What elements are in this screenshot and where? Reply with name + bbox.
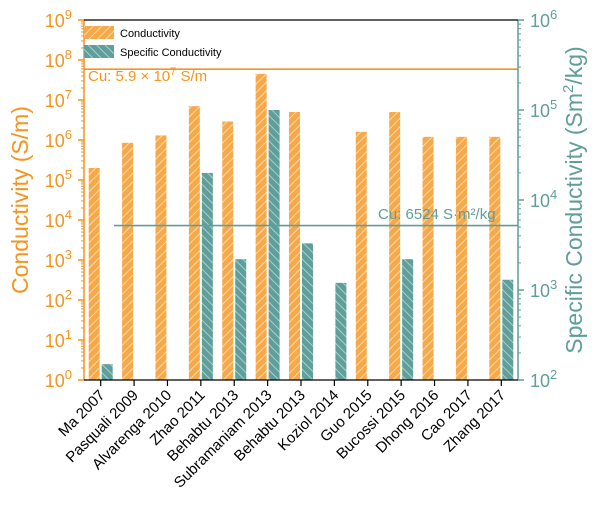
left-tick-label-1: 101 xyxy=(45,327,72,351)
bar-specific-conductivity-bucossi-2015-9 xyxy=(402,259,414,380)
left-tick-label-6: 106 xyxy=(45,127,72,151)
bar-specific-conductivity-behabtu-2013-6 xyxy=(302,243,313,380)
right-tick-label-2: 104 xyxy=(530,187,557,211)
copper-conductivity-label-prefix: Cu: 5.9 × 10 xyxy=(88,68,170,85)
right-tick-label-0: 102 xyxy=(530,367,557,391)
legend-swatch-conductivity xyxy=(84,26,114,39)
legend-label-specific-conductivity: Specific Conductivity xyxy=(120,47,222,59)
left-tick-label-2: 102 xyxy=(45,287,72,311)
bar-conductivity-zhao-2011-extra-0 xyxy=(188,106,200,380)
reference-lines xyxy=(84,68,518,227)
copper-conductivity-label-sup: 7 xyxy=(170,66,176,78)
bar-specific-conductivity-zhao-2011-3 xyxy=(201,172,213,380)
left-tick-label-0: 100 xyxy=(45,367,72,391)
left-tick-label-5: 105 xyxy=(45,167,72,191)
bar-conductivity-subramaniam-2013-5 xyxy=(255,73,267,381)
bar-specific-conductivity-ma-2007-0 xyxy=(101,364,113,380)
left-tick-label-8: 108 xyxy=(45,47,72,71)
bar-conductivity-behabtu-2013-6 xyxy=(289,112,300,380)
copper-conductivity-label: Cu: 5.9 × 107 S/m xyxy=(88,66,207,85)
legend-label-conductivity: Conductivity xyxy=(120,28,180,40)
right-axis-label-main: Specific Conductivity (Sm xyxy=(561,93,587,354)
legend-swatch-specific-conductivity xyxy=(84,45,114,58)
copper-conductivity-label-suffix: S/m xyxy=(176,68,207,85)
bar-conductivity-pasquali-2009-1 xyxy=(122,142,134,380)
bar-conductivity-guo-2015-8 xyxy=(355,131,367,380)
copper-specific-conductivity-label: Cu: 6524 S·m²/kg xyxy=(378,206,496,223)
right-tick-label-1: 103 xyxy=(530,277,557,301)
left-axis-label: Conductivity (S/m) xyxy=(7,106,33,294)
left-tick-label-7: 107 xyxy=(45,87,72,111)
bar-conductivity-zhang-2017-12 xyxy=(489,136,501,380)
right-axis-label-sup: 2 xyxy=(560,85,577,93)
bar-specific-conductivity-zhang-2017-12 xyxy=(502,279,514,380)
bar-specific-conductivity-subramaniam-2013-5 xyxy=(268,110,280,380)
left-tick-label-9: 109 xyxy=(45,7,72,31)
bar-conductivity-alvarenga-2010-2 xyxy=(155,135,167,380)
bar-conductivity-bucossi-2015-9 xyxy=(389,112,401,380)
bars-layer xyxy=(88,73,514,381)
bar-conductivity-dhong-2016-10 xyxy=(422,136,434,380)
left-tick-label-3: 103 xyxy=(45,247,72,271)
right-tick-label-3: 105 xyxy=(530,97,557,121)
right-axis-label-end: /kg) xyxy=(561,46,587,84)
left-tick-label-4: 104 xyxy=(45,207,72,231)
bar-conductivity-behabtu-2013-4 xyxy=(222,121,234,380)
bar-specific-conductivity-koziol-2014-7 xyxy=(335,282,347,380)
bar-conductivity-cao-2017-11 xyxy=(455,136,467,380)
right-tick-label-4: 106 xyxy=(530,7,557,31)
legend: Conductivity Specific Conductivity xyxy=(84,26,222,59)
right-axis-label: Specific Conductivity (Sm2/kg) xyxy=(560,46,587,353)
bar-specific-conductivity-behabtu-2013-4 xyxy=(235,259,247,380)
bar-conductivity-ma-2007-0 xyxy=(88,167,100,380)
